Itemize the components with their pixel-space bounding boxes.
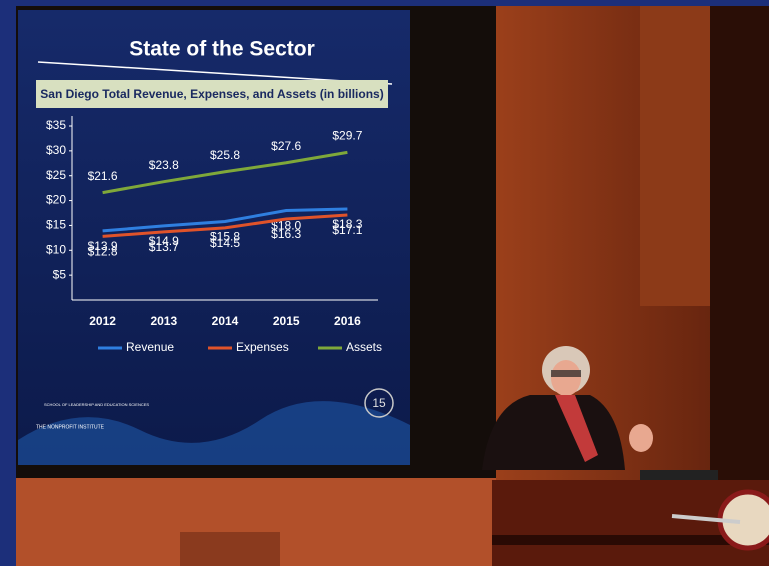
y-tick-label: $10 (46, 242, 66, 256)
x-tick-label: 2016 (334, 314, 361, 328)
data-label: $29.7 (332, 129, 362, 143)
y-tick-label: $35 (46, 118, 66, 132)
data-label: $21.6 (88, 169, 118, 183)
x-tick-label: 2014 (212, 314, 239, 328)
data-label: $14.5 (210, 236, 240, 250)
x-tick-label: 2013 (150, 314, 177, 328)
chair (180, 532, 280, 566)
photo: State of the Sector San Diego Total Reve… (0, 0, 769, 566)
data-label: $23.8 (149, 158, 179, 172)
x-tick-label: 2012 (89, 314, 116, 328)
chart-title: San Diego Total Revenue, Expenses, and A… (40, 87, 383, 101)
legend-label: Revenue (126, 340, 174, 354)
speaker-hand (629, 424, 653, 452)
y-tick-label: $5 (53, 267, 67, 281)
y-tick-label: $30 (46, 143, 66, 157)
data-label: $16.3 (271, 227, 301, 241)
data-label: $13.7 (149, 240, 179, 254)
doorway (710, 6, 769, 486)
y-tick-label: $25 (46, 168, 66, 182)
data-label: $17.1 (332, 223, 362, 237)
logo-institute: THE NONPROFIT INSTITUTE (36, 424, 105, 430)
data-label: $25.8 (210, 148, 240, 162)
speaker-face (551, 360, 581, 396)
data-label: $12.8 (88, 245, 118, 259)
logo-school: SCHOOL OF LEADERSHIP AND EDUCATION SCIEN… (44, 402, 149, 407)
y-tick-label: $20 (46, 193, 66, 207)
slide-title: State of the Sector (129, 38, 315, 61)
legend-label: Expenses (236, 340, 289, 354)
speaker-glasses (551, 370, 581, 377)
legend-label: Assets (346, 340, 382, 354)
data-label: $27.6 (271, 139, 301, 153)
panel (640, 6, 710, 306)
y-tick-label: $15 (46, 218, 66, 232)
badge: 15 (372, 396, 386, 410)
x-tick-label: 2015 (273, 314, 300, 328)
